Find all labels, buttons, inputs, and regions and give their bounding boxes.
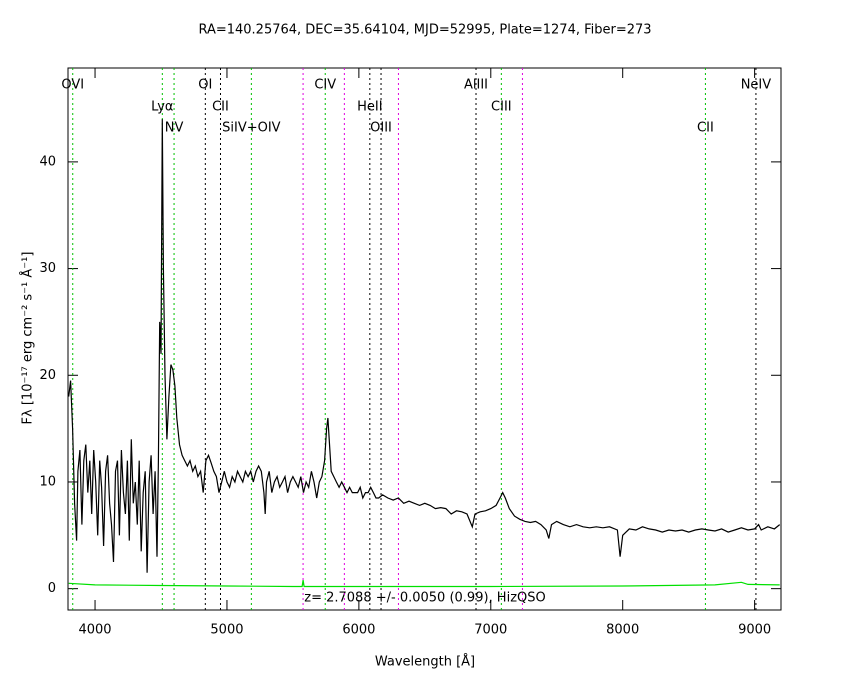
x-tick-label: 7000 — [474, 623, 507, 638]
x-tick-label: 6000 — [342, 623, 375, 638]
annotation: z= 2.7088 +/- 0.0050 (0.99), HizQSO — [304, 591, 545, 606]
y-tick-label: 20 — [39, 368, 56, 383]
emission-line-label: OIII — [370, 121, 392, 136]
emission-line-label: Lyα — [151, 100, 173, 115]
x-tick-label: 5000 — [210, 623, 243, 638]
emission-line-label: OVI — [61, 78, 84, 93]
x-tick-label: 9000 — [738, 623, 771, 638]
y-tick-label: 10 — [39, 474, 56, 489]
emission-line-label: SiIV+OIV — [222, 121, 281, 136]
spectrum-line — [68, 119, 781, 573]
y-tick-label: 40 — [39, 154, 56, 169]
y-tick-label: 0 — [48, 581, 56, 596]
emission-line-label: CII — [697, 121, 714, 136]
spectrum-line — [68, 580, 780, 588]
y-axis-label: Fλ [10⁻¹⁷ erg cm⁻² s⁻¹ Å⁻¹] — [20, 252, 36, 425]
emission-line-label: CII — [212, 100, 229, 115]
x-tick-label: 8000 — [606, 623, 639, 638]
plot-frame — [67, 67, 782, 611]
emission-line-label: AlIII — [464, 78, 488, 93]
emission-line-label: HeII — [357, 100, 382, 115]
emission-line-label: NV — [165, 121, 184, 136]
emission-line-label: OI — [198, 78, 212, 93]
emission-line-label: NeIV — [741, 78, 772, 93]
y-tick-label: 30 — [39, 261, 56, 276]
x-tick-label: 4000 — [78, 623, 111, 638]
chart-title: RA=140.25764, DEC=35.64104, MJD=52995, P… — [198, 23, 651, 38]
emission-line-label: CIV — [314, 78, 336, 93]
x-axis-label: Wavelength [Å] — [375, 654, 475, 670]
emission-line-label: CIII — [491, 100, 512, 115]
